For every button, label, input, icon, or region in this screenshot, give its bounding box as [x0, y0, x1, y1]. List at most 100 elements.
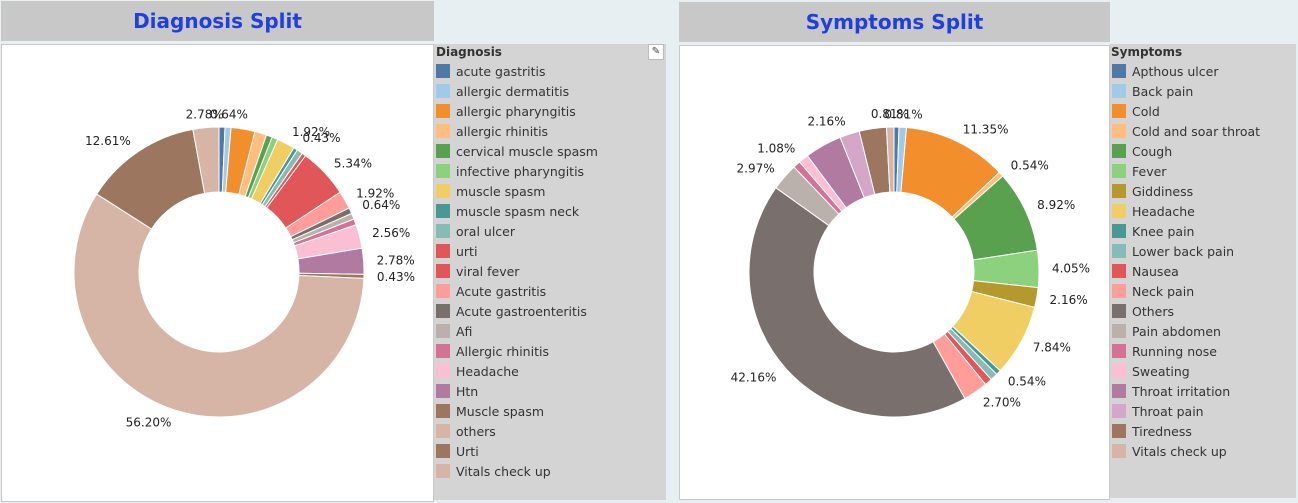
diagnosis-chart-area[interactable]: 0.64% 1.92% 0.43% 5.34% 1.92% 0.64% 2.56% 2.78%… [1, 44, 434, 502]
symptoms-chart-area[interactable]: 0.81% 11.35% 0.54% 8.92% 4.05% 2.16% 7.84% 0.54… [679, 45, 1110, 500]
diagnosis-legend-item-urti[interactable]: urti [436, 241, 477, 261]
symptoms-slice-others[interactable] [748, 187, 966, 418]
legend-label: Fever [1132, 163, 1167, 179]
symptoms-legend-item-pain-abdomen[interactable]: Pain abdomen [1112, 321, 1221, 341]
symptoms-legend-item-nausea[interactable]: Nausea [1112, 261, 1179, 281]
diagnosis-donut-chart[interactable]: 0.64%1.92%0.43%5.34%1.92%0.64%2.56%2.78%… [2, 45, 435, 503]
legend-label: Lower back pain [1132, 243, 1235, 259]
legend-label: Nausea [1132, 263, 1179, 279]
legend-label: Afi [456, 323, 473, 339]
legend-swatch [1112, 384, 1126, 398]
diagnosis-legend-item-allergic-pharyngitis[interactable]: allergic pharyngitis [436, 101, 576, 121]
diagnosis-legend-item-infective-pharyngitis[interactable]: infective pharyngitis [436, 161, 584, 181]
symptoms-legend-item-throat-irritation[interactable]: Throat irritation [1112, 381, 1230, 401]
legend-swatch [436, 204, 450, 218]
legend-label: infective pharyngitis [456, 163, 585, 179]
edit-pencil-icon[interactable]: ✎ [648, 44, 664, 60]
legend-label: urti [456, 243, 478, 259]
diagnosis-legend-item-acute-gastritis[interactable]: Acute gastritis [436, 281, 546, 301]
symptoms-data-label-back-pain: 0.81% [884, 107, 922, 121]
legend-label: Neck pain [1132, 283, 1195, 299]
symptoms-data-label-others: 42.16% [731, 370, 777, 384]
legend-label: oral ulcer [456, 223, 515, 239]
diagnosis-legend-item-htn[interactable]: Htn [436, 381, 478, 401]
symptoms-legend-item-cold-and-soar-throat[interactable]: Cold and soar throat [1112, 121, 1260, 141]
legend-swatch [1112, 144, 1126, 158]
legend-swatch [1112, 264, 1126, 278]
legend-swatch [1112, 284, 1126, 298]
symptoms-slice-vitals-check-up[interactable] [885, 126, 895, 193]
diagnosis-legend-item-acute-gastritis[interactable]: acute gastritis [436, 61, 546, 81]
legend-label: Throat irritation [1132, 383, 1231, 399]
symptoms-data-label-headache: 7.84% [1033, 340, 1071, 354]
legend-swatch [436, 264, 450, 278]
symptoms-legend-item-headache[interactable]: Headache [1112, 201, 1195, 221]
legend-swatch [1112, 164, 1126, 178]
legend-label: Apthous ulcer [1132, 63, 1219, 79]
symptoms-legend-item-neck-pain[interactable]: Neck pain [1112, 281, 1194, 301]
symptoms-legend-item-back-pain[interactable]: Back pain [1112, 81, 1193, 101]
symptoms-legend-item-vitals-check-up[interactable]: Vitals check up [1112, 441, 1227, 461]
legend-swatch [436, 84, 450, 98]
diagnosis-legend-item-allergic-rhinitis[interactable]: allergic rhinitis [436, 121, 548, 141]
legend-label: Allergic rhinitis [456, 343, 549, 359]
legend-label: allergic pharyngitis [456, 103, 576, 119]
legend-label: muscle spasm [456, 183, 546, 199]
diagnosis-panel: Diagnosis Split 0.64% 1.92% 0.43% 5.34% 1.92… [1, 1, 666, 502]
symptoms-legend-item-running-nose[interactable]: Running nose [1112, 341, 1217, 361]
legend-swatch [436, 324, 450, 338]
diagnosis-legend-item-headache[interactable]: Headache [436, 361, 519, 381]
diagnosis-legend-item-allergic-rhinitis[interactable]: Allergic rhinitis [436, 341, 549, 361]
diagnosis-legend-item-muscle-spasm-neck[interactable]: muscle spasm neck [436, 201, 579, 221]
legend-swatch [1112, 244, 1126, 258]
legend-swatch [1112, 424, 1126, 438]
legend-swatch [436, 364, 450, 378]
symptoms-legend-item-tiredness[interactable]: Tiredness [1112, 421, 1192, 441]
symptoms-data-label-vitals-check-up: 0.81% [871, 107, 909, 121]
symptoms-legend-item-others[interactable]: Others [1112, 301, 1174, 321]
symptoms-legend-item-cold[interactable]: Cold [1112, 101, 1160, 121]
legend-label: Cold and soar throat [1132, 123, 1261, 139]
diagnosis-slice-vitals-check-up[interactable] [192, 126, 220, 194]
diagnosis-legend-item-acute-gastroenteritis[interactable]: Acute gastroenteritis [436, 301, 587, 321]
symptoms-data-label-cough: 8.92% [1037, 198, 1075, 212]
legend-swatch [1112, 224, 1126, 238]
symptoms-legend-item-lower-back-pain[interactable]: Lower back pain [1112, 241, 1234, 261]
diagnosis-legend-item-urti[interactable]: Urti [436, 441, 479, 461]
diagnosis-legend-item-cervical-muscle-spasm[interactable]: cervical muscle spasm [436, 141, 598, 161]
symptoms-legend-item-knee-pain[interactable]: Knee pain [1112, 221, 1194, 241]
legend-swatch [436, 224, 450, 238]
legend-swatch [436, 124, 450, 138]
diagnosis-legend-item-others[interactable]: others [436, 421, 496, 441]
diagnosis-legend-item-allergic-dermatitis[interactable]: allergic dermatitis [436, 81, 569, 101]
legend-label: Acute gastritis [456, 283, 547, 299]
legend-swatch [1112, 124, 1126, 138]
diagnosis-slice-others[interactable] [73, 193, 365, 418]
legend-label: Sweating [1132, 363, 1190, 379]
legend-label: Headache [1132, 203, 1195, 219]
legend-swatch [436, 284, 450, 298]
diagnosis-legend-item-oral-ulcer[interactable]: oral ulcer [436, 221, 515, 241]
symptoms-legend-item-apthous-ulcer[interactable]: Apthous ulcer [1112, 61, 1218, 81]
diagnosis-data-label-others: 56.20% [126, 416, 172, 430]
diagnosis-data-label-vitals-check-up: 2.78% [186, 108, 224, 122]
diagnosis-legend-item-muscle-spasm[interactable]: muscle spasm [436, 181, 545, 201]
diagnosis-legend-item-viral-fever[interactable]: viral fever [436, 261, 519, 281]
symptoms-data-label-giddiness: 2.16% [1050, 293, 1088, 307]
legend-swatch [436, 104, 450, 118]
symptoms-legend-item-throat-pain[interactable]: Throat pain [1112, 401, 1204, 421]
diagnosis-legend-item-afi[interactable]: Afi [436, 321, 472, 341]
diagnosis-legend-item-vitals-check-up[interactable]: Vitals check up [436, 461, 551, 481]
diagnosis-title: Diagnosis Split [133, 9, 302, 33]
symptoms-legend-item-giddiness[interactable]: Giddiness [1112, 181, 1193, 201]
symptoms-legend-item-fever[interactable]: Fever [1112, 161, 1166, 181]
symptoms-legend-item-sweating[interactable]: Sweating [1112, 361, 1190, 381]
legend-label: Muscle spasm [456, 403, 545, 419]
legend-label: Running nose [1132, 343, 1217, 359]
legend-swatch [436, 424, 450, 438]
legend-label: Vitals check up [456, 463, 551, 479]
diagnosis-legend-item-muscle-spasm[interactable]: Muscle spasm [436, 401, 544, 421]
symptoms-donut-chart[interactable]: 0.81% 11.35% 0.54% 8.92% 4.05% 2.16% 7.84% 0.54… [680, 46, 1111, 501]
legend-label: Tiredness [1132, 423, 1192, 439]
symptoms-legend-item-cough[interactable]: Cough [1112, 141, 1172, 161]
